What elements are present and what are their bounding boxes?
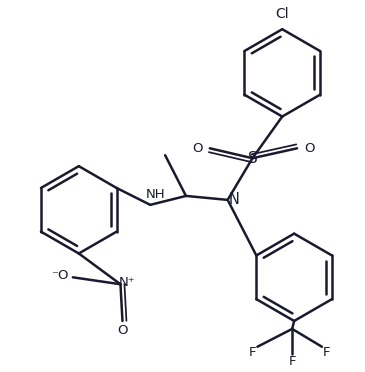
Text: O: O [193,142,203,155]
Text: F: F [323,346,331,359]
Text: F: F [288,355,296,368]
Text: NH: NH [145,189,165,201]
Text: ⁻O: ⁻O [51,269,69,282]
Text: S: S [247,151,257,166]
Text: F: F [249,346,256,359]
Text: O: O [304,142,314,155]
Text: O: O [117,324,128,337]
Text: N: N [228,192,239,208]
Text: Cl: Cl [276,7,289,21]
Text: N⁺: N⁺ [119,276,136,289]
